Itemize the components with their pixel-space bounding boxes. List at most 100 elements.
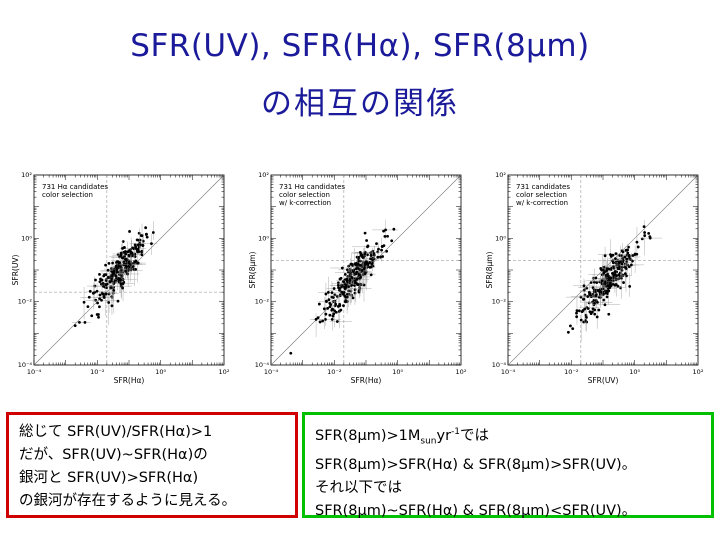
data-point bbox=[609, 284, 613, 288]
data-point bbox=[362, 267, 366, 271]
data-point bbox=[604, 282, 607, 286]
data-point bbox=[607, 312, 611, 316]
data-point bbox=[100, 298, 103, 302]
summary-left-line1: 総じて SFR(UV)/SFR(Hα)>1 bbox=[19, 424, 213, 440]
data-point bbox=[630, 259, 634, 263]
data-point bbox=[140, 234, 144, 238]
data-point bbox=[109, 285, 113, 289]
data-point bbox=[137, 250, 141, 253]
data-point bbox=[603, 254, 607, 258]
data-point bbox=[369, 257, 372, 261]
data-point bbox=[87, 295, 91, 299]
plot-annotation: 731 candidates bbox=[516, 183, 570, 191]
data-point bbox=[624, 266, 628, 269]
summary-box-right: SFR(8μm)>1Msunyr-1では SFR(8μm)>SFR(Hα) & … bbox=[302, 412, 714, 519]
data-point bbox=[118, 261, 122, 264]
data-point bbox=[340, 266, 344, 270]
data-point bbox=[582, 288, 586, 292]
data-point bbox=[582, 320, 586, 324]
data-point bbox=[625, 260, 629, 264]
data-point bbox=[345, 292, 349, 296]
data-point bbox=[343, 294, 347, 298]
data-point bbox=[591, 307, 595, 311]
data-point bbox=[587, 290, 591, 294]
data-point bbox=[119, 251, 123, 255]
data-point bbox=[614, 252, 618, 255]
data-point bbox=[611, 253, 615, 257]
data-point bbox=[355, 270, 359, 274]
data-point bbox=[340, 290, 344, 294]
data-point bbox=[140, 253, 144, 257]
data-point bbox=[614, 257, 617, 261]
data-point bbox=[342, 280, 345, 284]
data-point bbox=[626, 248, 629, 252]
scatter-plot-8um-vs-ha: 10⁻⁴ 10⁻² 10⁰ 10² 10⁻⁴ 10⁻² 10⁰ 10² SFR(Hα) SFR(8… bbox=[245, 165, 473, 393]
x-tick-label: 10⁻⁴ bbox=[264, 368, 279, 376]
data-point bbox=[144, 233, 148, 236]
data-point bbox=[356, 283, 360, 287]
scatter-plot-8um-vs-uv: 10⁻⁴ 10⁻² 10⁰ 10² 10⁻⁴ 10⁻² 10⁰ 10² SFR(UV) SFR(8… bbox=[482, 165, 710, 393]
data-point bbox=[95, 289, 99, 293]
data-point bbox=[361, 256, 365, 260]
data-point bbox=[120, 271, 124, 275]
data-point bbox=[123, 262, 127, 266]
summary-right-line3: それ以下では bbox=[315, 479, 402, 496]
data-point bbox=[342, 304, 345, 307]
data-point bbox=[357, 272, 361, 276]
data-point bbox=[121, 286, 124, 290]
data-point bbox=[386, 234, 389, 238]
data-point bbox=[133, 243, 137, 247]
data-point bbox=[608, 277, 611, 281]
data-point bbox=[119, 253, 123, 257]
data-point bbox=[111, 274, 115, 278]
data-point bbox=[593, 301, 596, 305]
data-point bbox=[88, 289, 92, 293]
data-point bbox=[382, 229, 385, 233]
data-point bbox=[569, 324, 572, 328]
data-point bbox=[370, 262, 374, 265]
data-point bbox=[98, 305, 101, 309]
data-point bbox=[603, 303, 607, 307]
data-point bbox=[362, 283, 366, 287]
data-point bbox=[106, 276, 110, 279]
data-point bbox=[141, 239, 145, 243]
data-point bbox=[73, 324, 77, 328]
data-point bbox=[339, 308, 343, 312]
data-point bbox=[110, 277, 113, 281]
data-point bbox=[363, 252, 367, 256]
data-point bbox=[344, 283, 348, 287]
data-point bbox=[383, 234, 387, 238]
data-point bbox=[331, 308, 335, 311]
data-point bbox=[611, 272, 614, 275]
data-point bbox=[589, 312, 593, 315]
data-point bbox=[575, 309, 579, 313]
data-point bbox=[344, 299, 348, 302]
data-point bbox=[86, 305, 90, 309]
data-point bbox=[316, 316, 320, 320]
data-point bbox=[340, 285, 343, 289]
y-axis-label: SFR(8μm) bbox=[485, 251, 494, 288]
data-point bbox=[620, 254, 624, 258]
data-point bbox=[647, 231, 651, 235]
data-point bbox=[93, 284, 97, 288]
data-point bbox=[375, 242, 378, 246]
data-point bbox=[102, 284, 105, 288]
data-point bbox=[133, 252, 137, 256]
data-point bbox=[94, 278, 97, 282]
data-point bbox=[314, 317, 318, 321]
data-point bbox=[112, 280, 116, 284]
data-point bbox=[614, 270, 617, 273]
data-point bbox=[611, 282, 615, 286]
data-point bbox=[118, 273, 122, 276]
data-point bbox=[95, 313, 99, 316]
data-point bbox=[585, 306, 589, 309]
data-point bbox=[587, 301, 591, 305]
slide-title-line2: の相互の関係 bbox=[261, 86, 459, 122]
data-point bbox=[622, 281, 625, 284]
data-point bbox=[130, 251, 134, 255]
data-point bbox=[607, 274, 610, 278]
data-point bbox=[354, 281, 357, 285]
slide-title-line1: SFR(UV), SFR(Hα), SFR(8μm) bbox=[130, 28, 590, 64]
data-point bbox=[108, 280, 112, 284]
plot-annotation: color selection bbox=[279, 191, 330, 199]
